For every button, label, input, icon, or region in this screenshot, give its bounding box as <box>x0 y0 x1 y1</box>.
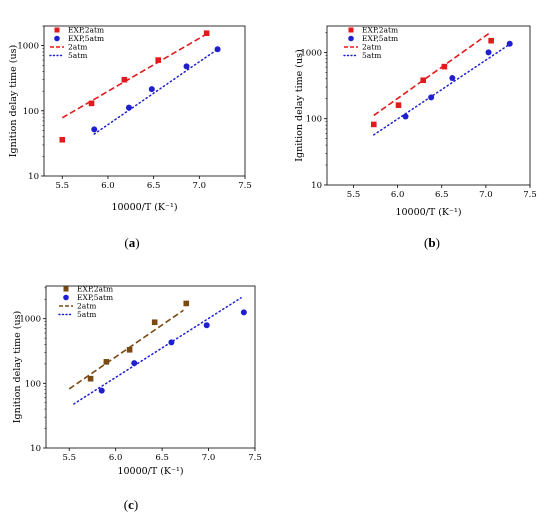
series-line-5atm <box>93 48 219 135</box>
data-point-square <box>88 100 95 107</box>
data-point-circle <box>240 309 247 316</box>
legend-entry-label: 5atm <box>68 51 87 60</box>
panel-label: (c) <box>124 497 138 512</box>
series-line-2atm <box>61 34 206 119</box>
x-tick-label: 6.5 <box>155 453 169 463</box>
legend-entry-label: 5atm <box>362 51 381 60</box>
x-tick-label: 5.5 <box>62 453 76 463</box>
legend-marker-square <box>348 27 354 33</box>
data-point-square <box>420 77 427 84</box>
legend-entry-label: EXP,5atm <box>68 34 104 43</box>
plot-frame <box>45 285 256 449</box>
y-tick-label: 1000 <box>19 315 41 325</box>
chart-panel-a: 5.5 6.0 6.5 7.0 7.5 10 100 1000 10000/T (K⁻¹) Ign… <box>8 26 252 250</box>
data-point-square <box>126 347 133 353</box>
legend-marker-circle <box>63 294 69 301</box>
data-point-circle <box>485 49 492 56</box>
x-tick-label: 6.5 <box>147 181 161 191</box>
x-axis-title: 10000/T (K⁻¹) <box>111 202 177 213</box>
y-tick-label: 10 <box>311 181 322 191</box>
legend-entry-label: EXP,2atm <box>77 285 113 294</box>
x-tick-label: 5.5 <box>56 181 70 191</box>
y-tick-label: 1000 <box>300 48 322 58</box>
x-tick-label: 6.0 <box>109 453 123 463</box>
data-point-circle <box>203 322 210 329</box>
legend-entry-label: 2atm <box>77 302 96 311</box>
legend-entry-label: EXP,5atm <box>77 293 113 302</box>
legend-marker-square <box>63 286 69 292</box>
y-axis-title: Ignition delay time (us) <box>12 311 23 423</box>
y-tick-label: 100 <box>306 115 322 125</box>
data-point-square <box>87 375 94 382</box>
y-axis-title: Ignition delay time (us) <box>294 49 305 161</box>
x-axis-title: 10000/T (K⁻¹) <box>117 466 183 477</box>
data-point-circle <box>402 113 409 120</box>
legend-marker-square <box>54 27 60 33</box>
series-line-5atm <box>73 297 242 405</box>
legend-entry-label: EXP,5atm <box>362 34 398 43</box>
data-point-square <box>151 319 158 326</box>
x-tick-label: 7.5 <box>238 181 252 191</box>
legend-entry-label: EXP,2atm <box>362 26 398 35</box>
series-line-2atm <box>373 32 490 117</box>
data-point-square <box>441 63 448 70</box>
y-axis-title: Ignition delay time (us) <box>8 45 19 157</box>
legend-marker-circle <box>348 35 354 42</box>
data-point-circle <box>449 75 456 82</box>
plot-frame <box>43 25 246 177</box>
x-tick-label: 7.0 <box>202 453 216 463</box>
data-point-square <box>103 359 110 365</box>
data-point-square <box>59 136 66 143</box>
data-point-circle <box>183 63 190 70</box>
legend-entry-label: 2atm <box>362 43 381 52</box>
data-point-square <box>121 76 128 83</box>
chart-panel-c: 5.5 6.0 6.5 7.0 7.5 10 100 1000 10000/T (K⁻¹) Ign… <box>12 285 262 512</box>
data-point-circle <box>148 86 155 93</box>
plot-frame <box>326 25 531 186</box>
data-point-circle <box>125 104 132 111</box>
legend-entry-label: EXP,2atm <box>68 26 104 35</box>
data-point-square <box>395 102 402 108</box>
y-tick-label: 1000 <box>17 42 39 52</box>
data-point-square <box>183 300 190 307</box>
x-tick-label: 7.0 <box>193 181 207 191</box>
x-tick-label: 7.5 <box>523 190 537 200</box>
series-line-5atm <box>373 44 510 136</box>
data-point-square <box>488 37 494 44</box>
series-line-2atm <box>68 309 184 390</box>
x-tick-label: 5.5 <box>347 190 361 200</box>
data-point-square <box>155 57 162 63</box>
x-tick-label: 6.0 <box>101 181 115 191</box>
x-tick-label: 7.0 <box>479 190 493 200</box>
y-tick-label: 100 <box>25 379 41 389</box>
data-point-circle <box>91 126 98 133</box>
legend-marker-circle <box>54 35 60 42</box>
x-axis-title: 10000/T (K⁻¹) <box>395 207 461 218</box>
chart-panel-b: 5.5 6.0 6.5 7.0 7.5 10 100 1000 10000/T (K⁻¹) Ign… <box>294 26 537 250</box>
legend-entry-label: 5atm <box>77 310 96 319</box>
y-tick-label: 100 <box>23 107 39 117</box>
data-point-square <box>370 121 377 128</box>
x-tick-label: 7.5 <box>248 453 262 463</box>
data-point-square <box>203 30 210 37</box>
y-tick-label: 10 <box>30 444 41 454</box>
data-point-circle <box>506 40 513 47</box>
y-tick-label: 10 <box>28 172 39 182</box>
data-point-circle <box>98 387 105 394</box>
legend-entry-label: 2atm <box>68 43 87 52</box>
x-tick-label: 6.5 <box>435 190 449 200</box>
panel-label: (b) <box>424 235 440 250</box>
panel-label: (a) <box>124 235 139 250</box>
x-tick-label: 6.0 <box>391 190 405 200</box>
